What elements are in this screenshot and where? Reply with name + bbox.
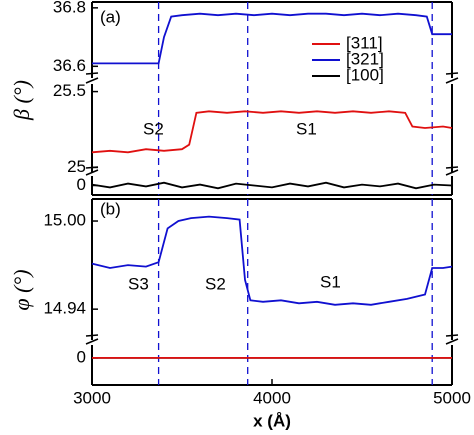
line-series <box>91 181 453 190</box>
x-tick-label: 5000 <box>433 388 471 407</box>
y-axis-label: β (°) <box>9 80 34 121</box>
y-tick-label: 36.8 <box>53 0 86 16</box>
axis-break <box>85 77 99 84</box>
annotation: S1 <box>296 119 317 138</box>
y-tick-label: 0 <box>77 347 86 366</box>
axis-break <box>445 77 459 84</box>
axis-break <box>85 72 99 75</box>
legend-label: [321] <box>346 49 384 68</box>
panel-label: (b) <box>100 199 121 218</box>
y-tick-label: 0 <box>77 175 86 194</box>
legend-label: [100] <box>346 65 384 84</box>
y-axis-label: φ (°) <box>9 269 34 310</box>
y-tick-label: 36.6 <box>53 56 86 75</box>
axis-break <box>445 72 459 75</box>
annotation: S1 <box>320 272 341 291</box>
x-tick-label: 4000 <box>253 388 291 407</box>
legend-label: [311] <box>346 33 383 52</box>
axis-break <box>85 338 99 345</box>
x-tick-label: 3000 <box>73 388 111 407</box>
annotation: S2 <box>205 274 226 293</box>
y-tick-label: 14.94 <box>43 299 86 318</box>
annotation: S2 <box>143 119 164 138</box>
x-axis-label: x (Å) <box>253 411 291 430</box>
annotation: S3 <box>128 274 149 293</box>
line-series <box>91 110 453 154</box>
axis-break <box>85 334 99 337</box>
axis-break <box>85 166 99 169</box>
axis-break <box>85 169 99 176</box>
line-series <box>92 12 452 65</box>
axis-break <box>445 169 459 176</box>
axis-break <box>445 338 459 345</box>
y-tick-label: 15.00 <box>43 211 86 230</box>
y-tick-label: 25.5 <box>53 81 86 100</box>
y-tick-label: 25 <box>67 157 86 176</box>
panel-label: (a) <box>100 7 121 26</box>
axis-break <box>445 334 459 337</box>
line-series <box>91 215 453 306</box>
axis-break <box>445 166 459 169</box>
